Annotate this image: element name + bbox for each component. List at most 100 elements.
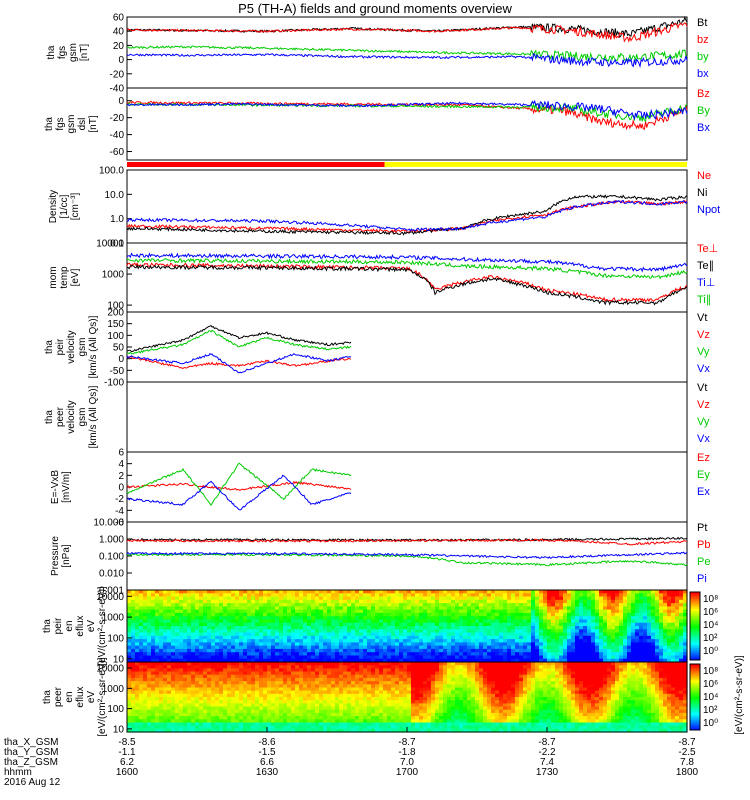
y-tick-label: -100 <box>104 378 124 389</box>
spectrogram-cell <box>251 725 256 730</box>
spectrogram-cell <box>219 728 224 733</box>
spectrogram-cell <box>255 632 260 637</box>
spectrogram-cell <box>583 599 588 604</box>
spectrogram-cell <box>203 703 208 708</box>
y-axis-label: [km/s (All Qs)] <box>88 385 99 448</box>
spectrogram-cell <box>291 635 296 640</box>
spectrogram-cell <box>407 677 412 682</box>
spectrogram-cell <box>167 662 172 666</box>
spectrogram-cell <box>539 622 544 627</box>
spectrogram-cell <box>211 700 216 704</box>
spectrogram-cell <box>327 684 332 689</box>
spectrogram-cell <box>499 629 504 634</box>
spectrogram-cell <box>199 728 204 733</box>
spectrogram-cell <box>327 599 332 604</box>
spectrogram-cell <box>267 687 272 692</box>
spectrogram-cell <box>467 658 472 663</box>
spectrogram-cell <box>547 606 552 611</box>
spectrogram-cell <box>415 728 420 733</box>
spectrogram-cell <box>355 593 360 598</box>
spectrogram-cell <box>323 612 328 617</box>
spectrogram-cell <box>243 677 248 682</box>
spectrogram-cell <box>431 622 436 627</box>
spectrogram-cell <box>647 658 652 663</box>
spectrogram-cell <box>351 697 356 701</box>
spectrogram-cell <box>627 590 632 594</box>
spectrogram-cell <box>187 655 192 660</box>
spectrogram-cell <box>603 635 608 640</box>
spectrogram-cell <box>127 596 132 601</box>
spectrogram-cell <box>475 635 480 640</box>
spectrogram-cell <box>127 648 132 653</box>
spectrogram-cell <box>347 622 352 627</box>
spectrogram-cell <box>463 642 468 647</box>
spectrogram-cell <box>447 655 452 660</box>
spectrogram-cell <box>515 629 520 634</box>
spectrogram-cell <box>387 652 392 657</box>
spectrogram-cell <box>635 606 640 611</box>
spectrogram-cell <box>347 665 352 669</box>
spectrogram-cell <box>539 645 544 650</box>
spectrogram-cell <box>339 703 344 708</box>
spectrogram-cell <box>635 596 640 601</box>
spectrogram-cell <box>515 645 520 650</box>
spectrogram-cell <box>143 719 148 724</box>
spectrogram-cell <box>379 662 384 666</box>
spectrogram-cell <box>427 700 432 704</box>
spectrogram-cell <box>595 619 600 624</box>
spectrogram-cell <box>171 599 176 604</box>
spectrogram-cell <box>215 719 220 724</box>
spectrogram-cell <box>579 593 584 598</box>
spectrogram-cell <box>567 642 572 647</box>
spectrogram-cell <box>671 612 676 617</box>
spectrogram-cell <box>407 645 412 650</box>
spectrogram-cell <box>331 690 336 695</box>
spectrogram-cell <box>663 642 668 647</box>
spectrogram-cell <box>235 655 240 660</box>
spectrogram-cell <box>279 606 284 611</box>
spectrogram-cell <box>331 658 336 663</box>
spectrogram-cell <box>339 616 344 621</box>
spectrogram-cell <box>411 648 416 653</box>
spectrogram-cell <box>259 681 264 685</box>
spectrogram-cell <box>387 722 392 727</box>
spectrogram-cell <box>211 609 216 614</box>
spectrogram-cell <box>215 677 220 682</box>
spectrogram-cell <box>247 645 252 650</box>
spectrogram-cell <box>539 632 544 637</box>
spectrogram-cell <box>411 677 416 682</box>
spectrogram-cell <box>375 658 380 663</box>
spectrogram-cell <box>491 612 496 617</box>
spectrogram-cell <box>499 652 504 657</box>
spectrogram-cell <box>595 626 600 630</box>
spectrogram-cell <box>231 725 236 730</box>
spectrogram-cell <box>539 612 544 617</box>
spectrogram-cell <box>151 616 156 621</box>
spectrogram-cell <box>471 658 476 663</box>
spectrogram-cell <box>243 639 248 643</box>
spectrogram-cell <box>231 709 236 714</box>
spectrogram-cell <box>363 662 368 666</box>
spectrogram-cell <box>227 642 232 647</box>
spectrogram-cell <box>147 709 152 714</box>
spectrogram-cell <box>463 658 468 663</box>
y-tick-label: 50 <box>113 343 125 354</box>
spectrogram-cell <box>179 671 184 676</box>
spectrogram-cell <box>571 655 576 660</box>
spectrogram-cell <box>415 681 420 685</box>
spectrogram-cell <box>151 693 156 698</box>
spectrogram-cell <box>163 639 168 643</box>
spectrogram-cell <box>571 645 576 650</box>
spectrogram-cell <box>319 622 324 627</box>
spectrogram-cell <box>159 697 164 701</box>
spectrogram-cell <box>331 700 336 704</box>
spectrogram-cell <box>451 626 456 630</box>
spectrogram-cell <box>383 716 388 720</box>
spectrogram-cell <box>127 593 132 598</box>
spectrogram-cell <box>139 709 144 714</box>
spectrogram-cell <box>223 642 228 647</box>
spectrogram-cell <box>239 706 244 711</box>
spectrogram-cell <box>483 639 488 643</box>
spectrogram-cell <box>135 690 140 695</box>
spectrogram-cell <box>387 684 392 689</box>
